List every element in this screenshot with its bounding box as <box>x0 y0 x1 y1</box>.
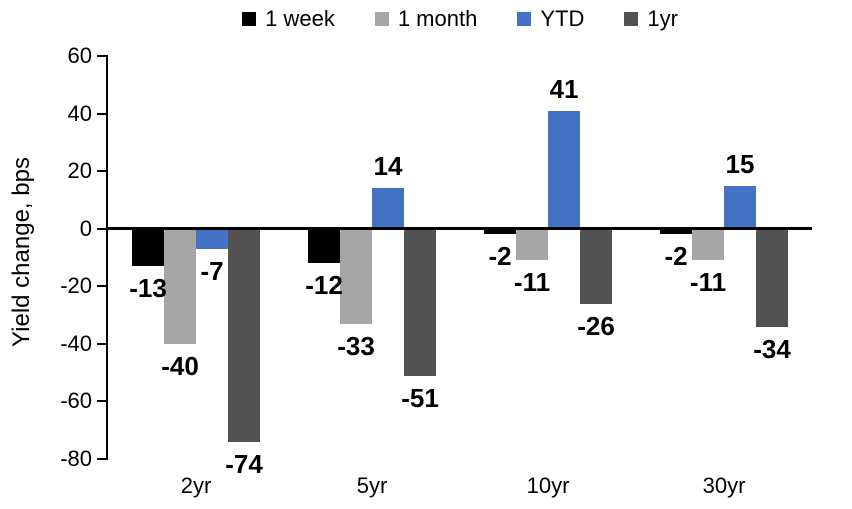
data-label-ytd-2yr: -7 <box>200 255 224 286</box>
x-category-label-5yr: 5yr <box>356 473 388 498</box>
y-tick-label: -40 <box>60 330 92 356</box>
x-category-label-30yr: 30yr <box>702 473 746 498</box>
data-label-1yr-10yr: -26 <box>577 310 615 341</box>
y-tick-label: 20 <box>67 158 92 184</box>
data-label-1-month-2yr: -40 <box>161 350 199 381</box>
y-tick-label: -80 <box>60 446 92 471</box>
bar-1-week-2yr <box>132 228 164 267</box>
y-axis-tick <box>97 342 106 345</box>
bar-ytd-5yr <box>372 188 404 229</box>
y-tick-label: -20 <box>60 273 92 299</box>
x-category-label-2yr: 2yr <box>180 473 212 498</box>
data-label-1-month-5yr: -33 <box>337 330 375 361</box>
bar-1yr-10yr <box>580 228 612 304</box>
y-axis-tick <box>97 112 106 115</box>
data-label-ytd-5yr: 14 <box>373 151 403 182</box>
bar-ytd-30yr <box>724 185 756 229</box>
data-label-1-week-5yr: -12 <box>305 270 343 301</box>
bar-1yr-2yr <box>228 228 260 442</box>
bar-1-month-30yr <box>692 228 724 261</box>
data-label-1-month-30yr: -11 <box>689 267 727 298</box>
x-category-label-10yr: 10yr <box>526 473 570 498</box>
y-axis-tick <box>97 458 106 460</box>
legend-label-1-week: 1 week <box>265 6 335 31</box>
bar-1-month-2yr <box>164 228 196 344</box>
bar-1-week-30yr <box>660 228 692 235</box>
legend-item-ytd: YTD <box>517 8 584 30</box>
legend-marker-ytd <box>517 12 532 26</box>
bar-ytd-10yr <box>548 110 580 229</box>
bar-1yr-30yr <box>756 228 788 327</box>
bar-ytd-2yr <box>196 228 228 249</box>
legend-marker-1-week <box>242 12 257 26</box>
data-label-1-month-10yr: -11 <box>513 267 551 298</box>
data-label-ytd-10yr: 41 <box>549 73 579 104</box>
y-tick-label: -60 <box>60 388 92 414</box>
legend-label-1yr: 1yr <box>647 6 678 31</box>
y-tick-label: 40 <box>67 100 92 126</box>
y-axis-title: Yield change, bps <box>8 157 35 347</box>
data-label-1yr-2yr: -74 <box>225 448 263 479</box>
y-axis-tick <box>97 285 106 288</box>
bar-1-month-10yr <box>516 228 548 261</box>
data-label-1yr-5yr: -51 <box>401 382 439 413</box>
y-axis-tick <box>97 170 106 173</box>
legend-label-1-month: 1 month <box>397 6 478 31</box>
bar-1-week-10yr <box>484 228 516 235</box>
legend-marker-1yr <box>624 12 639 26</box>
bar-1-month-5yr <box>340 228 372 324</box>
y-tick-label: 0 <box>79 215 92 241</box>
y-axis-line <box>106 55 108 460</box>
bar-1-week-5yr <box>308 228 340 264</box>
data-label-ytd-30yr: 15 <box>725 148 755 179</box>
y-tick-label: 60 <box>67 43 92 68</box>
bar-1yr-5yr <box>404 228 436 376</box>
data-label-1-week-10yr: -2 <box>488 241 512 272</box>
legend-marker-1-month <box>374 12 389 26</box>
data-label-1yr-30yr: -34 <box>753 333 791 364</box>
y-axis-tick <box>97 400 106 403</box>
data-label-1-week-30yr: -2 <box>664 241 688 272</box>
zero-axis-line <box>106 227 812 231</box>
chart-legend: 1 week 1 month YTD 1yr <box>108 8 812 30</box>
y-axis-tick <box>97 227 106 230</box>
legend-item-1yr: 1yr <box>624 8 678 30</box>
legend-item-1-month: 1 month <box>374 6 478 31</box>
legend-item-1-week: 1 week <box>242 8 335 30</box>
data-label-1-week-2yr: -13 <box>129 273 167 304</box>
legend-label-ytd: YTD <box>540 6 585 31</box>
y-axis-tick <box>97 55 106 57</box>
